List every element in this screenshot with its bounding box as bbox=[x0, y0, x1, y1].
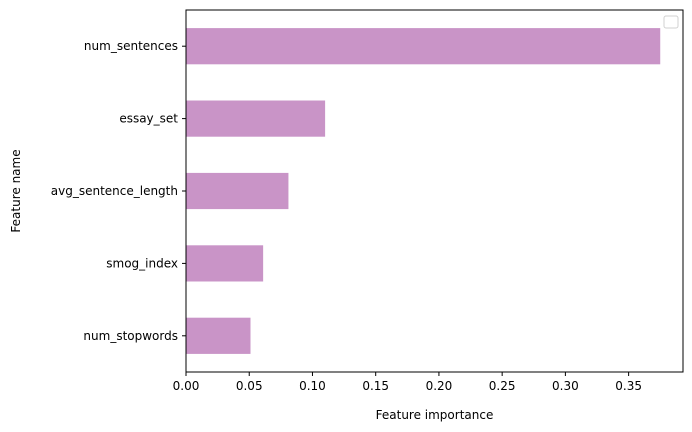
y-axis-ticks: num_sentences essay_set avg_sentence_lengt… bbox=[51, 39, 186, 343]
x-tick-label: 0.10 bbox=[299, 379, 326, 393]
bar-avg_sentence_length bbox=[186, 172, 289, 210]
x-tick-label: 0.25 bbox=[489, 379, 516, 393]
y-tick-label: smog_index bbox=[106, 256, 178, 270]
x-tick-label: 0.20 bbox=[426, 379, 453, 393]
bar-num_stopwords bbox=[186, 317, 251, 354]
axes-frame bbox=[185, 9, 684, 373]
x-axis-title: Feature importance bbox=[376, 408, 494, 422]
bar-num_sentences bbox=[186, 28, 661, 65]
x-tick-label: 0.35 bbox=[615, 379, 642, 393]
x-tick-label: 0.05 bbox=[236, 379, 263, 393]
y-tick-label: essay_set bbox=[119, 112, 178, 126]
x-axis-ticks: 0.00 0.05 0.10 0.15 0.20 0.25 0.30 0.35 bbox=[173, 372, 642, 393]
x-tick-label: 0.00 bbox=[173, 379, 200, 393]
y-tick-label: num_stopwords bbox=[83, 329, 178, 343]
legend-box bbox=[663, 15, 679, 29]
bar-essay_set bbox=[186, 100, 326, 137]
bar-smog_index bbox=[186, 245, 264, 282]
y-tick-label: num_sentences bbox=[84, 39, 178, 53]
x-tick-label: 0.30 bbox=[552, 379, 579, 393]
y-tick-label: avg_sentence_length bbox=[51, 184, 178, 198]
bars-group bbox=[186, 28, 661, 354]
y-axis-title: Feature name bbox=[9, 149, 23, 232]
x-tick-label: 0.15 bbox=[362, 379, 389, 393]
